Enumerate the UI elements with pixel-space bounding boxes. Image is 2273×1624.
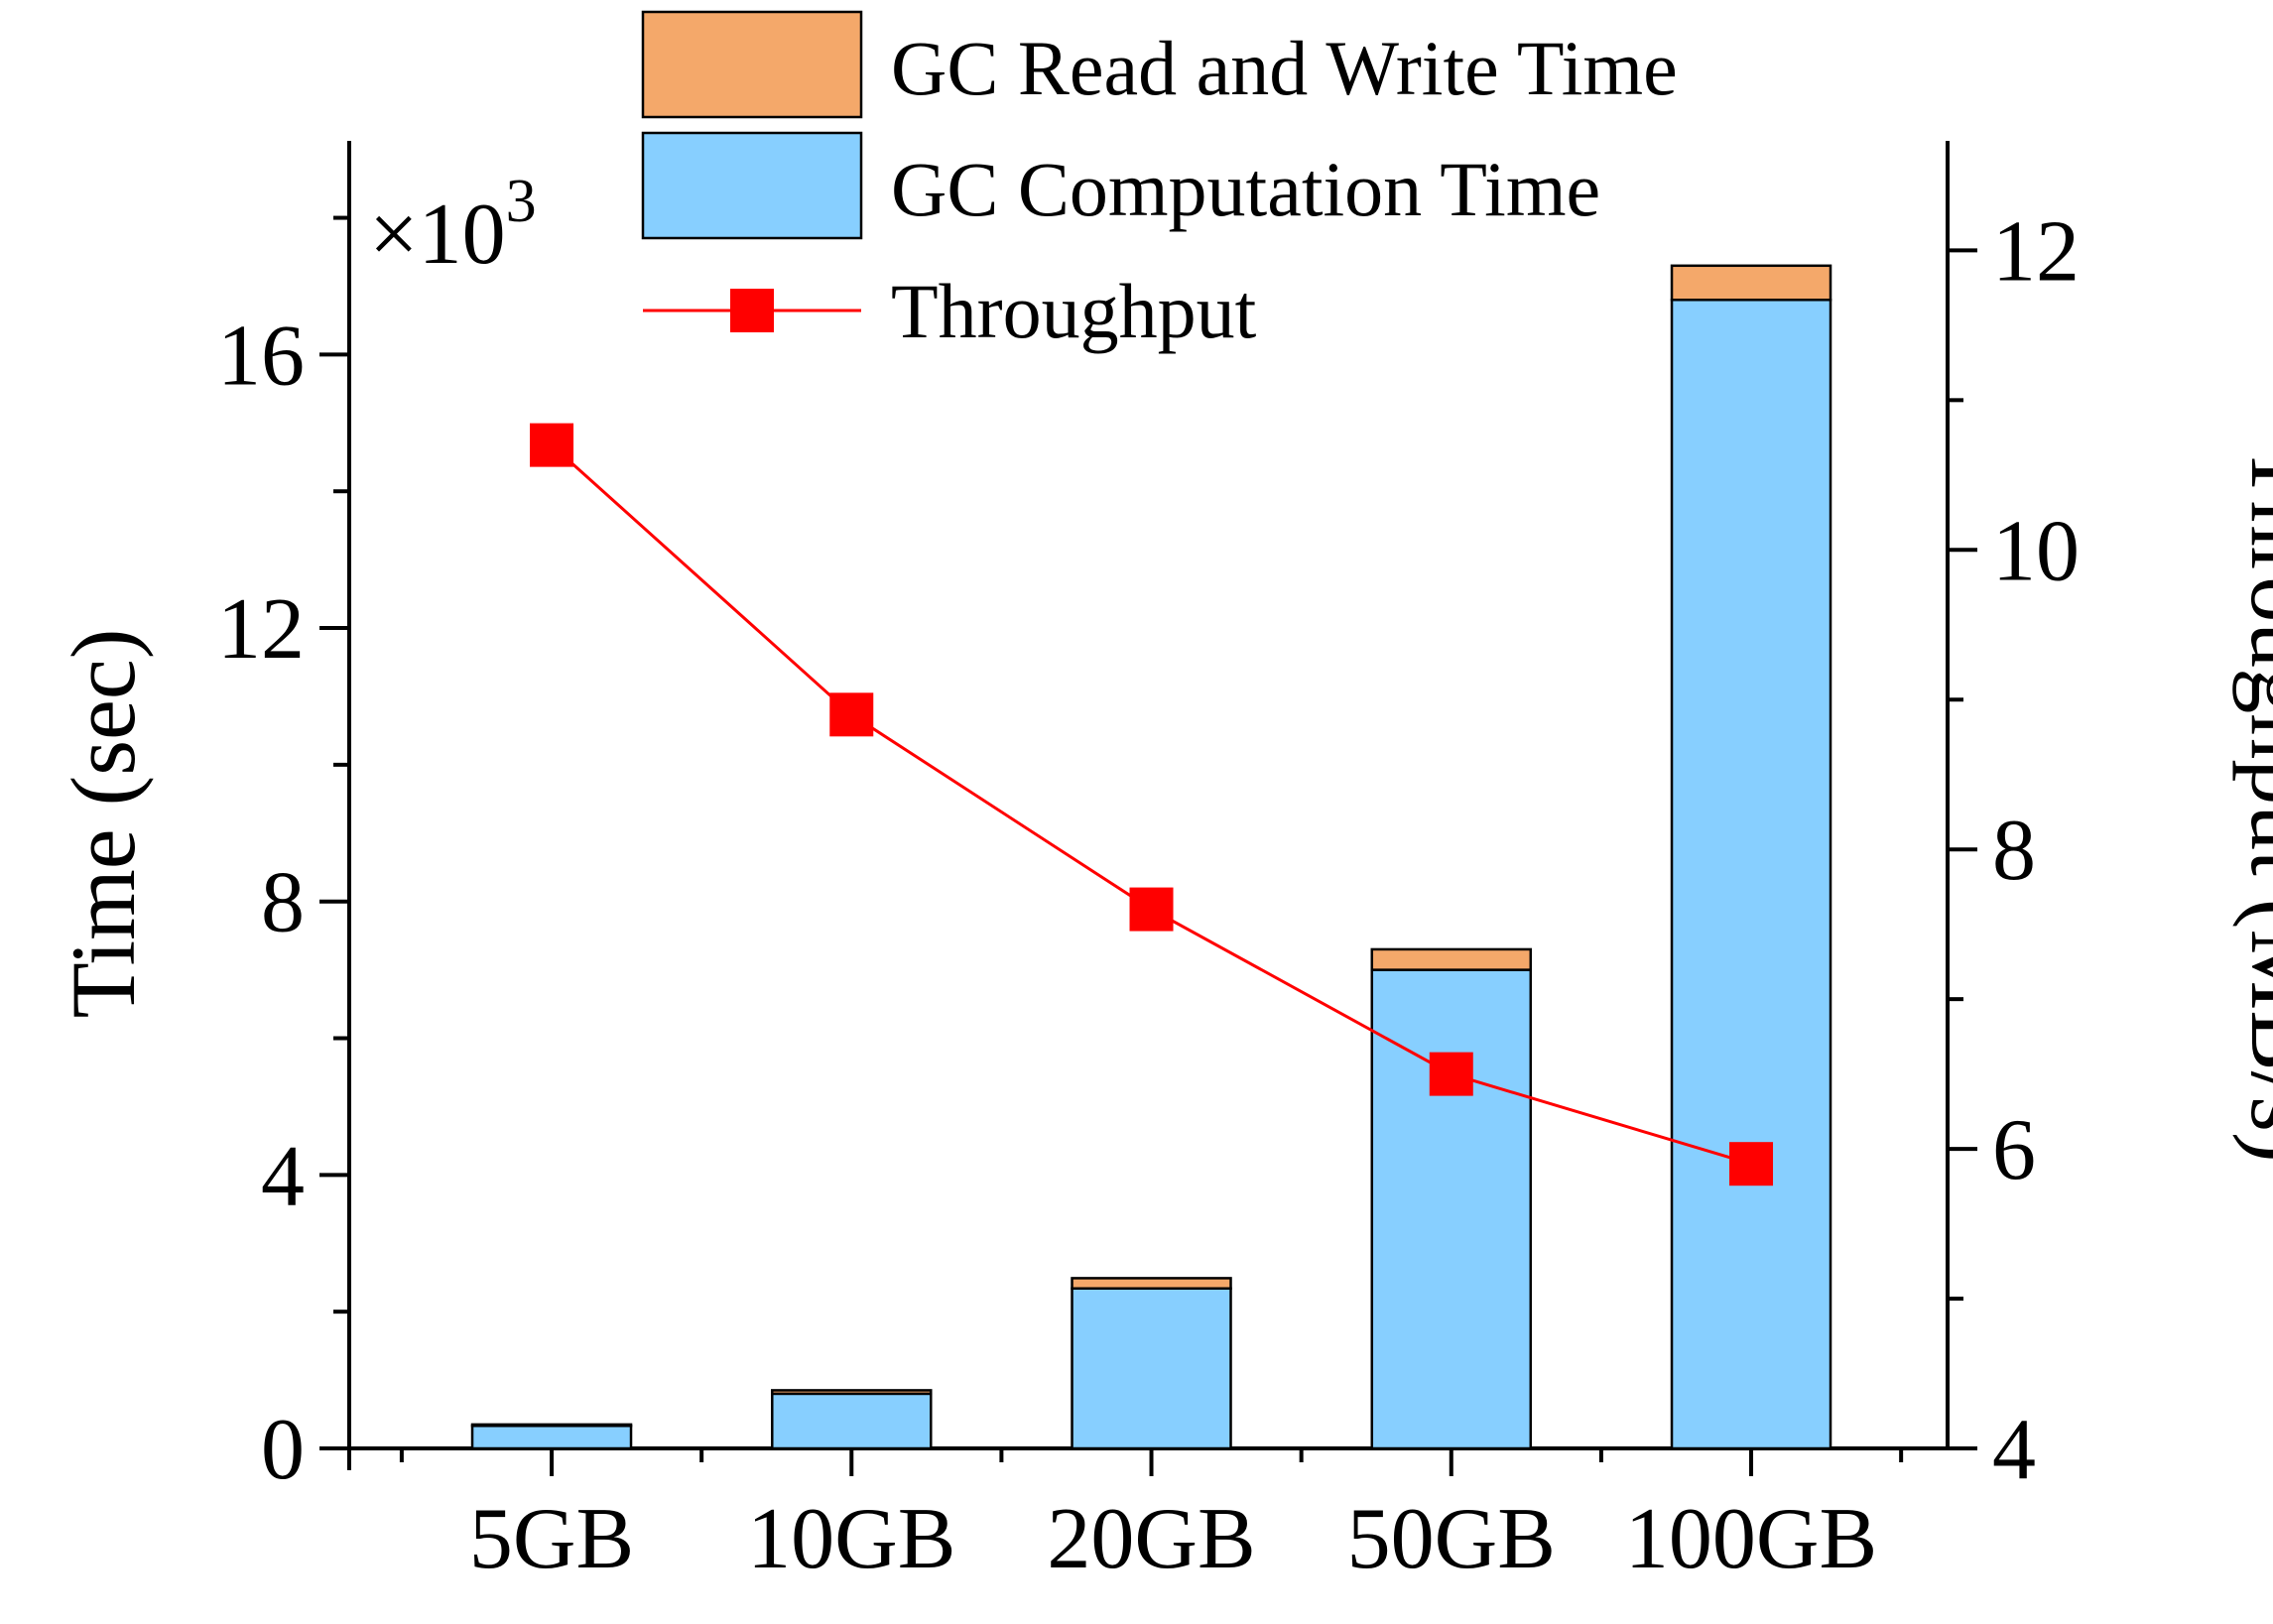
y-tick-label: 4 [261,1128,305,1224]
y-tick-label: 0 [261,1402,305,1498]
legend-swatch-gc-computation [641,131,863,240]
y2-tick-label: 4 [1992,1402,2036,1498]
bar-gc-computation [771,1392,933,1450]
bar-gc-computation [470,1425,633,1450]
ticks: 0 4 8 12 16 4 6 8 10 12 5GB 10GB 20GB 50GB 100GB [217,203,2080,1587]
throughput-marker [1129,887,1174,932]
bar-gc-computation [1670,299,1832,1450]
throughput-marker [1429,1052,1473,1096]
y-axis-multiplier: ×103 [369,168,537,283]
legend-label-gc-computation: GC Computation Time [891,146,1600,232]
x-tick-label: 100GB [1625,1491,1877,1587]
legend-label-throughput: Throughput [891,268,1257,354]
multiplier-base: ×10 [369,187,506,283]
bars [470,264,1832,1450]
y2-tick-label: 10 [1992,503,2080,599]
legend: GC Read and Write Time GC Computation Tim… [641,10,1678,354]
multiplier-exponent: 3 [506,168,537,235]
y-tick-label: 16 [217,308,305,404]
y-tick-label: 12 [217,581,305,678]
y2-tick-label: 12 [1992,203,2080,300]
x-tick-label: 50GB [1347,1491,1556,1587]
throughput-marker [1729,1142,1774,1187]
bar-gc-computation [1071,1287,1232,1450]
bar-gc-computation [1370,968,1533,1450]
throughput-marker [530,423,574,467]
y2-tick-label: 8 [1992,803,2036,899]
bar-gc-read-write [1370,947,1533,971]
bar-gc-read-write [470,1423,633,1428]
bar-gc-read-write [1670,264,1832,302]
bar-gc-read-write [1071,1277,1232,1290]
throughput-line-group [530,423,1774,1187]
bar-gc-read-write [771,1389,933,1396]
x-tick-label: 5GB [469,1491,634,1587]
y-axis-title: Time (sec) [53,629,154,1019]
legend-marker-throughput [730,289,774,332]
legend-label-gc-read-write: GC Read and Write Time [891,25,1678,111]
x-tick-label: 10GB [747,1491,955,1587]
legend-swatch-gc-read-write [641,10,863,119]
y-tick-label: 8 [261,855,305,951]
throughput-line [551,443,1752,1166]
y2-tick-label: 6 [1992,1102,2036,1198]
y2-axis-title: Throughput (MB/s) [2232,444,2273,1162]
throughput-marker [829,692,874,737]
x-tick-label: 20GB [1047,1491,1255,1587]
